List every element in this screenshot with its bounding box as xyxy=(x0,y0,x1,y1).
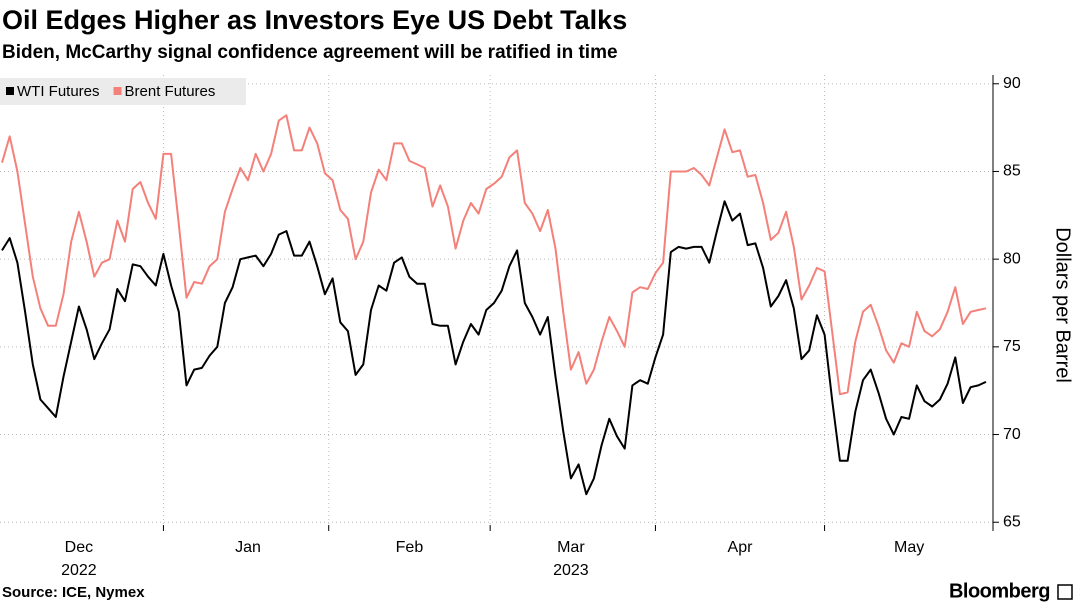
y-tick-label: 70 xyxy=(1003,426,1021,443)
source: Source: ICE, Nymex xyxy=(2,584,145,601)
x-year-label: 2022 xyxy=(61,562,97,579)
x-tick-label: May xyxy=(894,539,924,556)
y-tick-label: 80 xyxy=(1003,250,1021,267)
legend-swatch xyxy=(6,87,14,95)
x-tick-label: Jan xyxy=(235,539,261,556)
y-tick-label: 85 xyxy=(1003,163,1021,180)
y-tick-label: 65 xyxy=(1003,513,1021,530)
x-tick-label: Feb xyxy=(396,539,424,556)
legend-background xyxy=(0,78,246,105)
x-year-label: 2023 xyxy=(553,562,589,579)
legend-label: WTI Futures xyxy=(17,83,100,100)
chart-subtitle: Biden, McCarthy signal confidence agreem… xyxy=(2,42,618,63)
chart-title: Oil Edges Higher as Investors Eye US Deb… xyxy=(2,5,627,35)
brand-icon xyxy=(1057,584,1073,600)
legend-swatch xyxy=(113,87,122,95)
brand: Bloomberg xyxy=(949,580,1050,602)
line-series xyxy=(1,200,987,496)
x-tick-label: Mar xyxy=(557,539,585,556)
y-axis-label: Dollars per Barrel xyxy=(1052,227,1074,383)
legend-label: Brent Futures xyxy=(125,83,216,100)
y-tick-label: 90 xyxy=(1003,75,1021,92)
x-tick-label: Dec xyxy=(65,539,93,556)
x-tick-label: Apr xyxy=(728,539,754,556)
line-series xyxy=(1,114,987,396)
y-tick-label: 75 xyxy=(1003,338,1021,355)
